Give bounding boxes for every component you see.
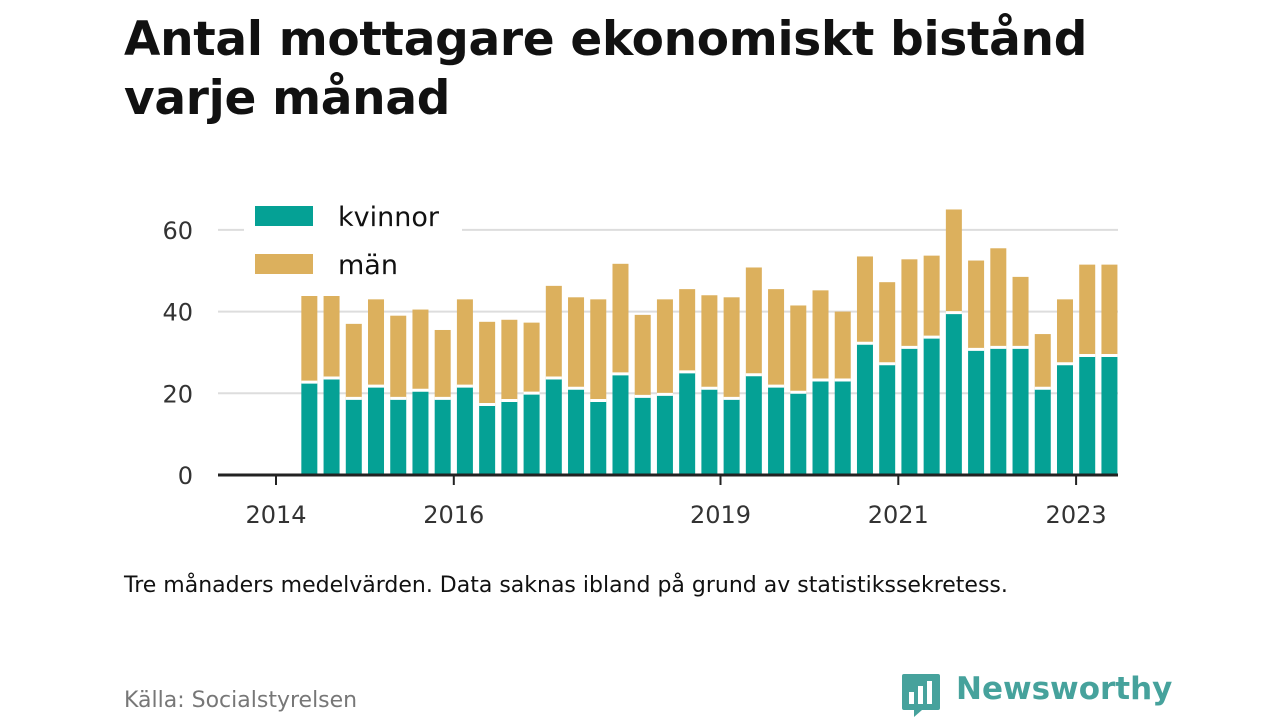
x-tick-label: 2023 <box>1046 501 1107 529</box>
bar-kvinnor <box>834 381 851 475</box>
bar-kvinnor <box>679 372 696 475</box>
bar-man <box>479 321 496 406</box>
bar-man <box>1101 264 1118 357</box>
bar-man <box>656 299 673 396</box>
bar-man <box>501 319 518 402</box>
legend: kvinnor män <box>244 196 462 296</box>
legend-swatch <box>255 254 313 274</box>
bar-man <box>790 305 807 394</box>
bar-kvinnor <box>656 395 673 475</box>
x-axis <box>218 473 1118 485</box>
stacked-bar-chart: 0 20 40 60 2014 2016 2019 2021 2023 kvinnor män <box>162 196 1118 529</box>
bar-kvinnor <box>634 397 651 475</box>
bar-man <box>590 299 607 402</box>
bar-man <box>523 322 540 395</box>
bar-man <box>368 299 385 388</box>
bar-man <box>612 263 629 375</box>
bar-man <box>434 329 451 400</box>
bar-kvinnor <box>1012 348 1029 475</box>
bar-kvinnor <box>701 389 718 475</box>
bar-kvinnor <box>323 379 340 475</box>
x-tick-label: 2016 <box>423 501 484 529</box>
y-tick-label: 60 <box>162 217 193 245</box>
bar-man <box>879 282 896 365</box>
bar-kvinnor <box>345 399 362 475</box>
bar-kvinnor <box>523 394 540 475</box>
bar-kvinnor <box>945 313 962 475</box>
bar-kvinnor <box>390 399 407 475</box>
bar-kvinnor <box>723 399 740 475</box>
bar-man <box>679 289 696 373</box>
bar-kvinnor <box>590 401 607 475</box>
bar-kvinnor <box>1034 389 1051 475</box>
bar-man <box>768 289 785 388</box>
legend-swatch <box>255 206 313 226</box>
bar-man <box>923 255 940 339</box>
bar-kvinnor <box>412 391 429 475</box>
y-tick-label: 40 <box>162 299 193 327</box>
bar-kvinnor <box>545 379 562 475</box>
bar-kvinnor <box>612 374 629 475</box>
bar-kvinnor <box>901 348 918 475</box>
bar-man <box>990 248 1007 349</box>
bar-man <box>723 297 740 400</box>
bar-kvinnor <box>968 350 985 475</box>
x-tick-label: 2019 <box>690 501 751 529</box>
bar-man <box>901 259 918 349</box>
bar-kvinnor <box>501 401 518 475</box>
brand-name: Newsworthy <box>956 671 1173 707</box>
bar-kvinnor <box>790 393 807 475</box>
bar-kvinnor <box>1079 356 1096 475</box>
bar-man <box>812 290 829 382</box>
newsworthy-logo-icon <box>902 674 940 717</box>
bar-man <box>1079 264 1096 357</box>
y-tick-labels: 0 20 40 60 <box>162 217 193 490</box>
bar-series <box>301 209 1118 475</box>
bar-man <box>1012 276 1029 349</box>
bar-kvinnor <box>568 389 585 475</box>
bar-kvinnor <box>368 387 385 475</box>
bar-kvinnor <box>1101 356 1118 475</box>
bar-man <box>834 311 851 382</box>
x-tick-label: 2014 <box>245 501 306 529</box>
bar-man <box>345 323 362 400</box>
bar-man <box>701 295 718 390</box>
bar-kvinnor <box>1056 364 1073 475</box>
bar-man <box>1056 299 1073 365</box>
bar-kvinnor <box>301 383 318 475</box>
chart-title: Antal mottagare ekonomiskt bistånd varje… <box>124 12 1088 126</box>
bar-man <box>568 297 585 390</box>
bar-kvinnor <box>768 387 785 475</box>
bar-man <box>634 314 651 398</box>
bar-man <box>745 267 762 376</box>
bar-man <box>968 260 985 351</box>
bar-man <box>545 285 562 380</box>
y-tick-label: 20 <box>162 380 193 408</box>
bar-man <box>456 299 473 388</box>
bar-man <box>945 209 962 314</box>
bar-man <box>856 256 873 345</box>
footnote: Tre månaders medelvärden. Data saknas ib… <box>124 573 1008 598</box>
bar-man <box>301 293 318 384</box>
bar-kvinnor <box>856 344 873 475</box>
bar-man <box>390 315 407 400</box>
bar-kvinnor <box>434 399 451 475</box>
bar-kvinnor <box>479 405 496 475</box>
source-label: Källa: Socialstyrelsen <box>124 688 358 713</box>
bar-kvinnor <box>745 375 762 475</box>
bar-man <box>323 293 340 380</box>
bar-man <box>412 309 429 392</box>
bar-kvinnor <box>923 338 940 475</box>
bar-kvinnor <box>990 348 1007 475</box>
legend-label: män <box>338 250 398 281</box>
x-tick-label: 2021 <box>868 501 929 529</box>
legend-label: kvinnor <box>338 202 440 233</box>
bar-kvinnor <box>812 381 829 475</box>
bar-man <box>1034 334 1051 390</box>
x-tick-labels: 2014 2016 2019 2021 2023 <box>245 501 1106 529</box>
bar-kvinnor <box>456 387 473 475</box>
bar-kvinnor <box>879 364 896 475</box>
y-tick-label: 0 <box>178 462 193 490</box>
